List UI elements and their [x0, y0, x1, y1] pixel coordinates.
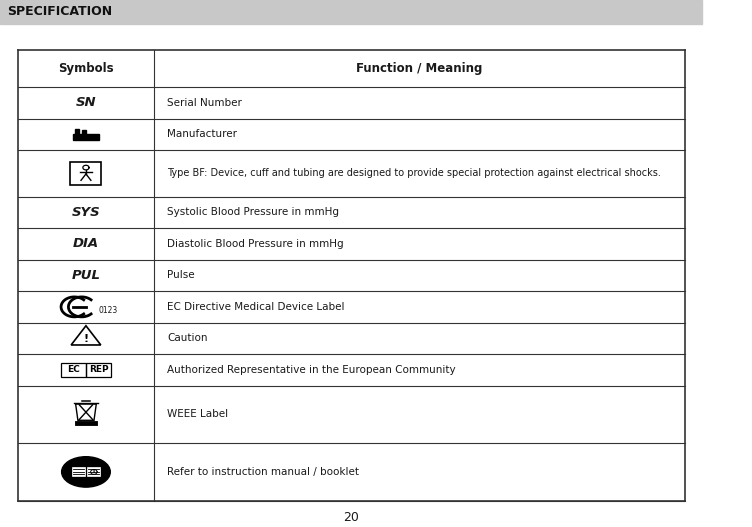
Text: i: i — [92, 470, 95, 474]
Text: EC Directive Medical Device Label: EC Directive Medical Device Label — [167, 302, 344, 312]
Polygon shape — [75, 129, 78, 134]
Polygon shape — [87, 467, 100, 476]
Polygon shape — [73, 134, 99, 140]
Text: Authorized Representative in the European Community: Authorized Representative in the Europea… — [167, 365, 456, 375]
Text: Diastolic Blood Pressure in mmHg: Diastolic Blood Pressure in mmHg — [167, 239, 344, 249]
Text: REP: REP — [89, 365, 108, 374]
Text: !: ! — [83, 335, 89, 345]
Text: Serial Number: Serial Number — [167, 98, 242, 108]
Text: Type BF: Device, cuff and tubing are designed to provide special protection agai: Type BF: Device, cuff and tubing are des… — [167, 168, 661, 178]
Text: DIA: DIA — [73, 237, 99, 250]
Text: Symbols: Symbols — [58, 62, 114, 75]
Text: WEEE Label: WEEE Label — [167, 409, 228, 419]
Text: Manufacturer: Manufacturer — [167, 130, 237, 140]
Text: SPECIFICATION: SPECIFICATION — [7, 5, 112, 18]
Text: PUL: PUL — [71, 269, 101, 282]
Text: Function / Meaning: Function / Meaning — [356, 62, 483, 75]
Text: Systolic Blood Pressure in mmHg: Systolic Blood Pressure in mmHg — [167, 207, 339, 217]
Ellipse shape — [62, 457, 111, 487]
Text: 0123: 0123 — [99, 306, 118, 315]
Text: Pulse: Pulse — [167, 270, 195, 280]
Text: Caution: Caution — [167, 334, 208, 344]
Polygon shape — [71, 467, 85, 476]
Bar — [0, 0, 702, 24]
Text: SYS: SYS — [71, 206, 100, 219]
Text: SN: SN — [76, 96, 96, 110]
Polygon shape — [82, 131, 86, 134]
Text: Refer to instruction manual / booklet: Refer to instruction manual / booklet — [167, 467, 359, 477]
Text: 20: 20 — [343, 511, 359, 524]
Text: EC: EC — [67, 365, 80, 374]
